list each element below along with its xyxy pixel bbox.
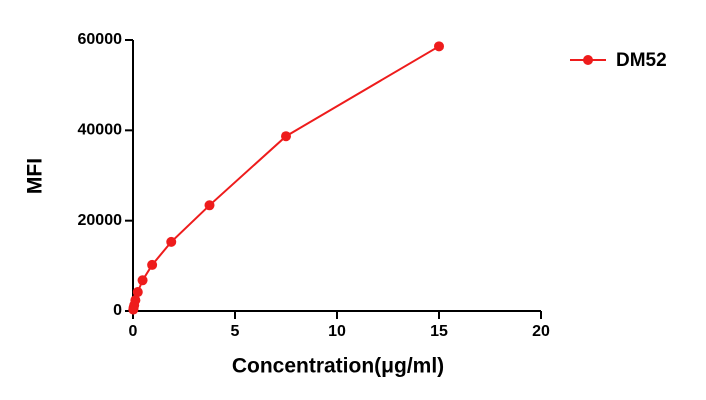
data-point [137,275,148,286]
x-tick-label: 10 [328,323,346,340]
series-line [132,45,440,310]
y-tick-label: 0 [113,302,122,319]
y-tick-label: 20000 [78,212,123,229]
data-point [204,200,215,211]
y-axis-title: MFI [24,158,47,194]
data-point [130,295,141,306]
legend-label: DM52 [616,50,667,71]
legend-marker [583,55,593,65]
y-tick-label: 40000 [78,122,123,139]
x-tick-label: 15 [430,323,448,340]
x-tick-label: 5 [231,323,240,340]
x-tick-label: 0 [129,323,138,340]
x-axis-title: Concentration(μg/ml) [232,355,444,378]
data-point [434,41,444,52]
data-point [281,131,291,142]
y-tick-label: 60000 [78,31,123,48]
x-tick-label: 20 [532,323,550,340]
data-point [132,287,143,298]
data-point [166,236,177,247]
data-point [147,259,158,270]
